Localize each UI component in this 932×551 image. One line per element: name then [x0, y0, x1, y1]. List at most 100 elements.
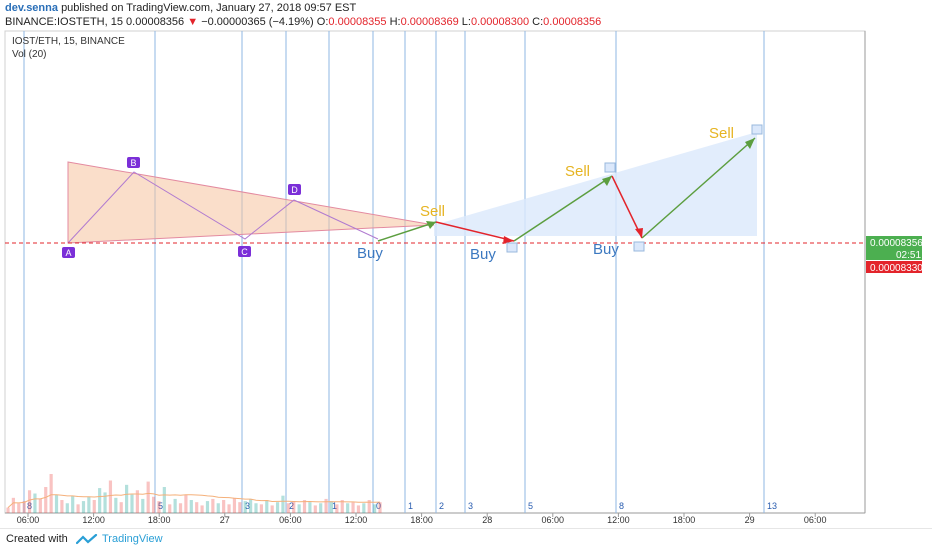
last-price-tag: 0.00008356 02:51 [866, 236, 923, 261]
time-zone-count: 2 [439, 501, 444, 511]
plot-frame [4, 30, 866, 514]
close-value: 0.00008356 [543, 16, 602, 28]
time-scale[interactable]: 06:00 12:00 18:00 27 06:00 12:00 18:00 28 06:00 1… [17, 513, 827, 525]
time-tick-label: 28 [482, 515, 492, 525]
close-label: C: [532, 16, 544, 28]
volume-bar [200, 505, 204, 513]
volume-bar [98, 488, 102, 513]
volume-bar [232, 497, 237, 513]
arrow-up-3 [641, 137, 756, 239]
time-tick-label: 06:00 [279, 515, 302, 525]
volume-bar [216, 503, 220, 513]
arrow-up-2 [513, 175, 613, 242]
time-zone-count: 8 [619, 501, 624, 511]
volume-bar [265, 500, 269, 513]
volume-bar [178, 503, 183, 513]
volume-bar [249, 498, 253, 513]
buy-label-1: Buy [357, 245, 383, 262]
volume-bar [222, 500, 226, 513]
volume-bar [238, 502, 242, 513]
fib-time-zones: 8 5 3 2 1 0 1 2 3 5 8 13 [23, 31, 777, 513]
point-a-label: A [65, 248, 71, 258]
low-value: 0.00008300 [470, 16, 530, 28]
last-price-tag-text: 0.00008356 [870, 238, 923, 249]
volume-bar [141, 498, 145, 513]
open-value: 0.00008355 [328, 16, 387, 28]
volume-bar [151, 496, 156, 513]
volume-bar [189, 500, 193, 513]
volume-bar [114, 497, 118, 513]
sell-label-1: Sell [420, 203, 445, 220]
sell-label-2: Sell [565, 163, 590, 180]
volume-bar [292, 501, 296, 513]
tradingview-logo-icon [76, 534, 98, 545]
volume-bar [103, 492, 107, 513]
high-label: H: [389, 16, 401, 28]
volume-ma-line [7, 492, 381, 508]
volume-bar [65, 503, 69, 513]
volume-bar [281, 495, 285, 513]
volume-bar [125, 484, 129, 513]
volume-bar [367, 500, 371, 513]
volume-bar [335, 504, 339, 513]
tradingview-brand-link[interactable]: TradingView [102, 533, 163, 545]
arrow-down-1 [435, 221, 515, 242]
time-zone-count: 13 [767, 501, 777, 511]
point-c-label: C [241, 247, 248, 257]
arrowhead-up-2 [602, 176, 612, 186]
point-c[interactable]: C [238, 246, 251, 257]
volume-bar [254, 503, 258, 513]
time-tick-label: 12:00 [607, 515, 630, 525]
author-link[interactable]: dev.senna [5, 2, 58, 14]
time-tick-label: 29 [745, 515, 755, 525]
volume-bar [270, 505, 274, 513]
volume-bar [92, 500, 96, 513]
down-triangle-icon: ▼ [187, 16, 199, 28]
volume-bar [302, 500, 307, 513]
volume-bar [351, 502, 355, 513]
volume-bar [49, 474, 53, 513]
alert-price-tag: 0.00008330 [866, 261, 923, 274]
volume-bar [6, 507, 10, 513]
point-d-label: D [291, 185, 298, 195]
time-tick-label: 18:00 [410, 515, 433, 525]
high-value: 0.00008369 [400, 16, 459, 28]
volume-bar [173, 498, 177, 513]
volume-bar [356, 505, 361, 513]
volume-bar [259, 504, 263, 513]
volume-bar [27, 490, 32, 513]
buy-label-2: Buy [470, 246, 496, 263]
projection-handle-c[interactable] [633, 241, 645, 252]
open-label: O: [316, 16, 329, 28]
time-zone-count: 8 [27, 501, 32, 511]
time-tick-label: 06:00 [17, 515, 40, 525]
volume-bar [157, 501, 161, 513]
point-b-label: B [130, 158, 136, 168]
volume-bar [184, 494, 188, 513]
volume-bar [11, 497, 15, 513]
volume-bar [211, 498, 215, 513]
volume-bar [319, 503, 323, 513]
volume-bar [329, 501, 334, 513]
chart-area[interactable]: 8 5 3 2 1 0 1 2 3 5 8 13 A B C D Sell Buy Sell Buy … [0, 0, 932, 528]
projection-handle-b[interactable] [604, 162, 616, 173]
time-tick-label: 06:00 [804, 515, 827, 525]
abcd-path [67, 171, 379, 244]
volume-bar [119, 502, 123, 513]
point-b[interactable]: B [127, 157, 140, 168]
point-a[interactable]: A [62, 247, 75, 258]
volume-bar [297, 504, 301, 513]
volume-bar [286, 503, 290, 513]
point-d[interactable]: D [288, 184, 301, 195]
time-zone-count: 1 [332, 501, 337, 511]
buy-label-3: Buy [593, 241, 619, 258]
projection-handle-a[interactable] [506, 242, 518, 253]
chart-header: dev.senna published on TradingView.com, … [0, 0, 932, 30]
time-zone-count: 3 [468, 501, 473, 511]
volume-bar [340, 500, 344, 513]
volume-bar [130, 494, 134, 513]
volume-bar [195, 502, 199, 513]
projection-handle-d[interactable] [751, 124, 763, 135]
volume-bar [205, 501, 210, 513]
legend-volume: Vol (20) [12, 49, 46, 60]
